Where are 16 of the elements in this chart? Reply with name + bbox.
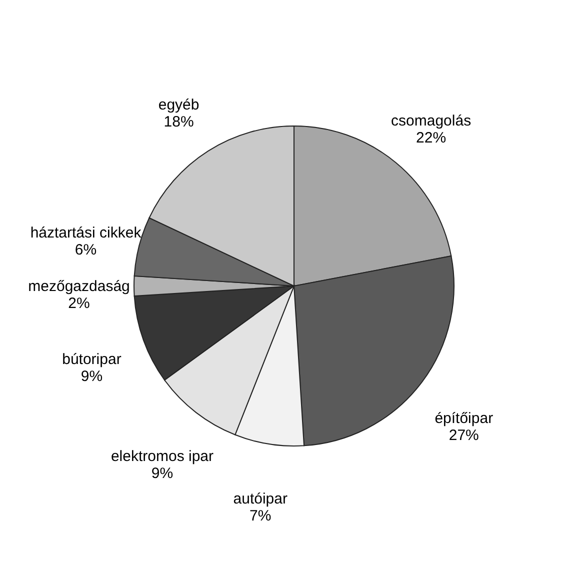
slice-label: háztartási cikkek [30,224,142,242]
slice-label: építőipar [434,410,494,427]
slice-label: csomagolás [391,112,472,130]
data-label: 6% [74,242,97,259]
data-label: 27% [448,426,479,444]
slice-label: egyéb [158,96,200,114]
data-label: 7% [250,507,272,524]
slice-label: autóipar [233,490,288,508]
data-label: 9% [80,368,103,385]
data-label: 22% [416,129,446,146]
slice-label: mezőgazdaság [28,278,130,295]
slice-label: elektromos ipar [110,448,214,465]
data-label: 2% [68,295,90,312]
data-label: 18% [164,113,194,130]
slice-label: bútoripar [62,350,122,368]
data-label: 9% [151,464,174,482]
